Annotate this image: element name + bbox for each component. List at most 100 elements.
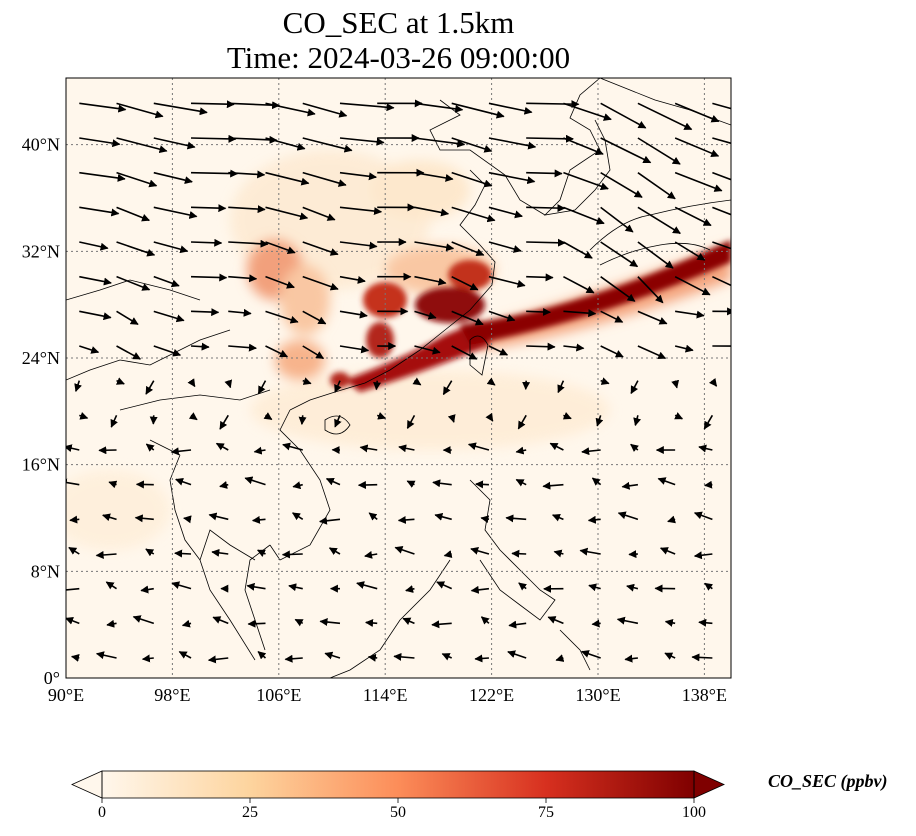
wind-arrow	[175, 477, 192, 486]
wind-arrow	[302, 310, 327, 325]
wind-vectors	[66, 99, 731, 664]
wind-arrow	[637, 102, 693, 131]
wind-arrow	[66, 478, 80, 487]
wind-arrow	[617, 511, 639, 521]
wind-arrow	[703, 414, 714, 430]
wind-arrow	[414, 102, 464, 113]
wind-arrow	[328, 547, 341, 556]
wind-arrow	[637, 310, 668, 325]
wind-arrow	[116, 206, 151, 222]
wind-arrow	[542, 481, 564, 490]
wind-arrow	[517, 414, 527, 430]
wind-arrow	[414, 345, 441, 355]
wind-arrow	[526, 273, 554, 282]
wind-arrow	[102, 513, 117, 522]
wind-arrow	[228, 170, 266, 179]
latitude-tick-labels: 0° 8°N 16°N 24°N 32°N 40°N	[22, 135, 60, 688]
wind-arrow	[302, 137, 353, 153]
wind-arrow	[68, 546, 80, 555]
wind-arrow	[153, 102, 208, 116]
wind-arrow	[339, 171, 377, 181]
wind-arrow	[693, 551, 713, 560]
wind-arrow	[591, 619, 601, 628]
wind-arrow	[588, 583, 601, 592]
wind-arrow	[153, 310, 185, 323]
wind-arrow	[339, 345, 370, 354]
wind-arrow	[447, 414, 456, 423]
wind-arrow	[698, 444, 713, 453]
wind-arrow	[674, 171, 723, 192]
wind-arrow	[134, 514, 154, 523]
wind-arrow	[712, 241, 731, 250]
wind-arrow	[257, 380, 267, 395]
wind-arrow	[183, 515, 192, 524]
wind-arrow	[451, 310, 484, 326]
wind-arrow	[563, 241, 593, 259]
wind-arrow	[526, 342, 556, 351]
wind-arrow	[600, 241, 639, 268]
wind-arrow	[145, 443, 155, 452]
wind-arrow	[563, 206, 605, 225]
wind-arrow	[79, 102, 127, 113]
wind-arrow	[480, 616, 490, 625]
colorbar-extend-min	[71, 770, 103, 799]
wind-arrow	[66, 444, 80, 453]
wind-arrow	[302, 102, 348, 118]
wind-arrow	[712, 137, 731, 145]
wind-arrow	[637, 206, 681, 235]
wind-arrow	[190, 204, 227, 213]
wind-arrow	[451, 345, 478, 360]
wind-arrow	[691, 653, 713, 662]
lon-tick-label: 90°E	[48, 685, 84, 705]
wind-arrow	[215, 442, 229, 451]
wind-arrow	[698, 618, 713, 627]
wind-arrow	[549, 442, 564, 451]
wind-arrow	[505, 514, 527, 523]
wind-arrow	[79, 137, 121, 148]
wind-arrow	[70, 653, 80, 662]
wind-arrow	[507, 650, 527, 659]
colorbar-tick-label: 75	[538, 804, 554, 821]
wind-arrow	[288, 583, 303, 592]
lat-tick-label: 8°N	[31, 561, 60, 581]
wind-arrow	[674, 206, 712, 227]
wind-arrow	[712, 275, 731, 287]
wind-arrow	[563, 309, 597, 318]
wind-arrow	[66, 585, 80, 594]
wind-arrow	[141, 654, 154, 663]
wind-arrow	[624, 654, 638, 663]
wind-arrow	[256, 549, 266, 557]
wind-arrow	[253, 446, 266, 455]
wind-arrow	[441, 653, 453, 661]
wind-arrow	[116, 275, 151, 291]
wind-arrow	[228, 274, 258, 283]
wind-arrow	[414, 171, 454, 182]
colorbar-label: CO_SEC (ppbv)	[768, 771, 888, 791]
wind-arrow	[518, 582, 527, 591]
wind-arrow	[334, 415, 342, 428]
wind-arrow	[674, 137, 720, 157]
lon-tick-label: 106°E	[256, 685, 301, 705]
wind-arrow	[551, 514, 564, 522]
wind-arrow	[406, 414, 416, 429]
wind-arrow	[116, 310, 139, 326]
wind-arrow	[190, 342, 210, 351]
wind-arrow	[674, 344, 694, 353]
wind-arrow	[228, 205, 266, 214]
wind-arrow	[637, 345, 667, 360]
wind-arrow	[393, 652, 415, 661]
wind-arrow	[79, 171, 126, 182]
wind-arrow	[451, 171, 493, 188]
wind-arrow	[291, 512, 304, 521]
lon-tick-label: 122°E	[469, 685, 514, 705]
wind-arrow	[171, 581, 192, 590]
wind-arrow	[190, 308, 220, 317]
wind-arrow	[600, 137, 652, 164]
wind-arrow	[190, 238, 223, 247]
wind-arrow	[79, 412, 89, 420]
wind-arrow	[228, 308, 252, 317]
wind-arrow	[508, 620, 527, 629]
wind-arrow	[334, 380, 342, 393]
colorbar-tick-label: 0	[98, 804, 106, 821]
wind-arrow	[630, 443, 639, 453]
